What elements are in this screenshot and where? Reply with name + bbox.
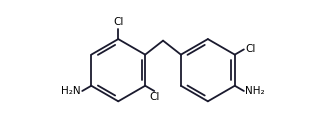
Text: Cl: Cl	[150, 92, 160, 102]
Text: Cl: Cl	[245, 44, 255, 54]
Text: H₂N: H₂N	[61, 86, 80, 96]
Text: Cl: Cl	[113, 17, 123, 27]
Text: NH₂: NH₂	[245, 86, 265, 96]
